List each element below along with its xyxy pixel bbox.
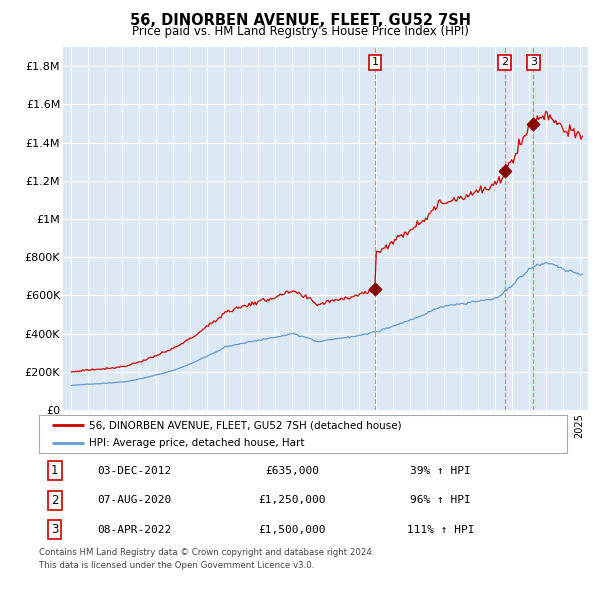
Text: 3: 3 bbox=[51, 523, 59, 536]
Text: Contains HM Land Registry data © Crown copyright and database right 2024.: Contains HM Land Registry data © Crown c… bbox=[39, 548, 374, 556]
Text: 39% ↑ HPI: 39% ↑ HPI bbox=[410, 466, 470, 476]
Text: 03-DEC-2012: 03-DEC-2012 bbox=[97, 466, 171, 476]
Text: 3: 3 bbox=[530, 57, 537, 67]
Text: 1: 1 bbox=[51, 464, 59, 477]
Text: HPI: Average price, detached house, Hart: HPI: Average price, detached house, Hart bbox=[89, 438, 305, 448]
Point bbox=[529, 119, 538, 128]
Text: £1,500,000: £1,500,000 bbox=[259, 525, 326, 535]
Text: £635,000: £635,000 bbox=[265, 466, 319, 476]
Text: 08-APR-2022: 08-APR-2022 bbox=[97, 525, 171, 535]
Point bbox=[370, 284, 380, 293]
Text: 07-AUG-2020: 07-AUG-2020 bbox=[97, 496, 171, 505]
Text: 96% ↑ HPI: 96% ↑ HPI bbox=[410, 496, 470, 505]
Text: 56, DINORBEN AVENUE, FLEET, GU52 7SH: 56, DINORBEN AVENUE, FLEET, GU52 7SH bbox=[130, 13, 470, 28]
Text: 111% ↑ HPI: 111% ↑ HPI bbox=[407, 525, 474, 535]
Text: £1,250,000: £1,250,000 bbox=[259, 496, 326, 505]
Text: 1: 1 bbox=[371, 57, 379, 67]
Text: 56, DINORBEN AVENUE, FLEET, GU52 7SH (detached house): 56, DINORBEN AVENUE, FLEET, GU52 7SH (de… bbox=[89, 420, 402, 430]
Text: Price paid vs. HM Land Registry's House Price Index (HPI): Price paid vs. HM Land Registry's House … bbox=[131, 25, 469, 38]
Point bbox=[500, 166, 509, 176]
Text: 2: 2 bbox=[501, 57, 508, 67]
Text: 2: 2 bbox=[51, 494, 59, 507]
Text: This data is licensed under the Open Government Licence v3.0.: This data is licensed under the Open Gov… bbox=[39, 560, 314, 569]
